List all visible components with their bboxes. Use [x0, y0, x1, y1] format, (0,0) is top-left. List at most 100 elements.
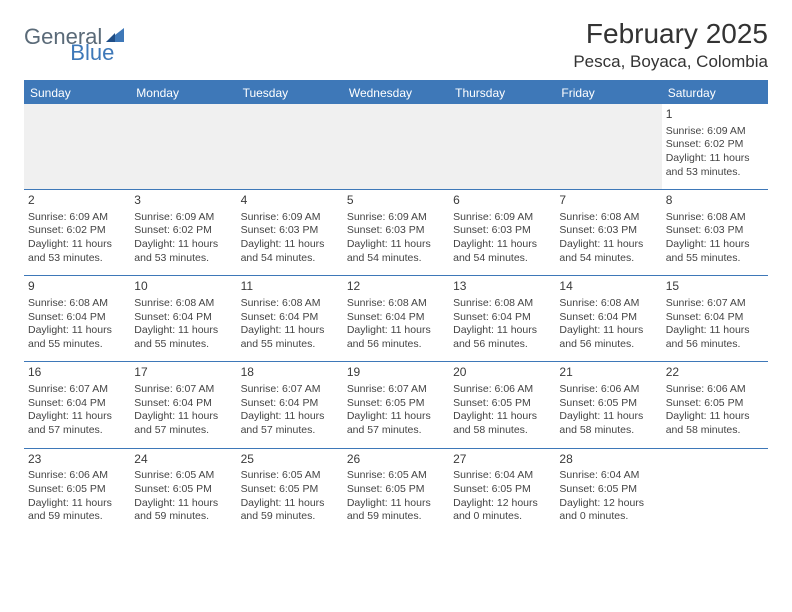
location: Pesca, Boyaca, Colombia — [573, 52, 768, 72]
daylight-line: Daylight: 11 hours and 54 minutes. — [241, 238, 339, 265]
calendar-day: 28Sunrise: 6:04 AMSunset: 6:05 PMDayligh… — [555, 448, 661, 534]
sunrise-line: Sunrise: 6:05 AM — [347, 469, 445, 483]
sunset-line: Sunset: 6:05 PM — [347, 397, 445, 411]
sunrise-line: Sunrise: 6:08 AM — [28, 297, 126, 311]
sunrise-line: Sunrise: 6:08 AM — [559, 297, 657, 311]
calendar-day: 25Sunrise: 6:05 AMSunset: 6:05 PMDayligh… — [237, 448, 343, 534]
calendar-day: 10Sunrise: 6:08 AMSunset: 6:04 PMDayligh… — [130, 276, 236, 362]
sunset-line: Sunset: 6:05 PM — [559, 397, 657, 411]
calendar-day: 16Sunrise: 6:07 AMSunset: 6:04 PMDayligh… — [24, 362, 130, 448]
sunset-line: Sunset: 6:03 PM — [347, 224, 445, 238]
sunrise-line: Sunrise: 6:08 AM — [559, 211, 657, 225]
day-number: 27 — [453, 452, 551, 468]
calendar-day: 17Sunrise: 6:07 AMSunset: 6:04 PMDayligh… — [130, 362, 236, 448]
calendar-day: 27Sunrise: 6:04 AMSunset: 6:05 PMDayligh… — [449, 448, 555, 534]
sunset-line: Sunset: 6:02 PM — [28, 224, 126, 238]
day-number: 7 — [559, 193, 657, 209]
sunset-line: Sunset: 6:05 PM — [347, 483, 445, 497]
daylight-line: Daylight: 11 hours and 56 minutes. — [666, 324, 764, 351]
daylight-line: Daylight: 11 hours and 58 minutes. — [453, 410, 551, 437]
calendar-day: 22Sunrise: 6:06 AMSunset: 6:05 PMDayligh… — [662, 362, 768, 448]
day-number: 1 — [666, 107, 764, 123]
sunset-line: Sunset: 6:05 PM — [134, 483, 232, 497]
calendar-day: 15 Sunrise: 6:07 AMSunset: 6:04 PMDayligh… — [662, 276, 768, 362]
sunrise-line: Sunrise: 6:08 AM — [453, 297, 551, 311]
calendar-day: 2Sunrise: 6:09 AMSunset: 6:02 PMDaylight… — [24, 190, 130, 276]
day-number: 25 — [241, 452, 339, 468]
sunset-line: Sunset: 6:04 PM — [134, 311, 232, 325]
day-number: 23 — [28, 452, 126, 468]
calendar-day: 1 Sunrise: 6:09 AMSunset: 6:02 PMDaylight… — [662, 104, 768, 190]
day-number: 8 — [666, 193, 764, 209]
sunset-line: Sunset: 6:04 PM — [28, 397, 126, 411]
daylight-line: Daylight: 11 hours and 56 minutes. — [453, 324, 551, 351]
daylight-line: Daylight: 11 hours and 53 minutes. — [134, 238, 232, 265]
daylight-line: Daylight: 11 hours and 53 minutes. — [666, 152, 764, 179]
daylight-line: Daylight: 11 hours and 59 minutes. — [347, 497, 445, 524]
sunrise-line: Sunrise: 6:07 AM — [347, 383, 445, 397]
day-number: 22 — [666, 365, 764, 381]
sunrise-line: Sunrise: 6:05 AM — [134, 469, 232, 483]
sunset-line: Sunset: 6:04 PM — [666, 311, 764, 325]
daylight-line: Daylight: 11 hours and 53 minutes. — [28, 238, 126, 265]
header: General Blue February 2025 Pesca, Boyaca… — [24, 18, 768, 72]
day-number: 6 — [453, 193, 551, 209]
day-number: 21 — [559, 365, 657, 381]
sunrise-line: Sunrise: 6:09 AM — [666, 125, 764, 139]
daylight-line: Daylight: 11 hours and 55 minutes. — [666, 238, 764, 265]
day-number: 13 — [453, 279, 551, 295]
sunset-line: Sunset: 6:05 PM — [453, 397, 551, 411]
sunrise-line: Sunrise: 6:07 AM — [241, 383, 339, 397]
sunset-line: Sunset: 6:03 PM — [559, 224, 657, 238]
sunrise-line: Sunrise: 6:09 AM — [241, 211, 339, 225]
sunset-line: Sunset: 6:04 PM — [347, 311, 445, 325]
sunrise-line: Sunrise: 6:06 AM — [559, 383, 657, 397]
weekday-header: Saturday — [662, 81, 768, 104]
sunrise-line: Sunrise: 6:07 AM — [666, 297, 764, 311]
weekday-header: Thursday — [449, 81, 555, 104]
sunrise-line: Sunrise: 6:05 AM — [241, 469, 339, 483]
sunset-line: Sunset: 6:04 PM — [559, 311, 657, 325]
calendar-day: 13 Sunrise: 6:08 AMSunset: 6:04 PMDayligh… — [449, 276, 555, 362]
calendar-day: 19Sunrise: 6:07 AMSunset: 6:05 PMDayligh… — [343, 362, 449, 448]
calendar-day: 7Sunrise: 6:08 AMSunset: 6:03 PMDaylight… — [555, 190, 661, 276]
day-number: 3 — [134, 193, 232, 209]
sunrise-line: Sunrise: 6:08 AM — [134, 297, 232, 311]
daylight-line: Daylight: 11 hours and 59 minutes. — [134, 497, 232, 524]
calendar-empty — [555, 104, 661, 190]
logo: General Blue — [24, 18, 172, 50]
calendar-day: 3Sunrise: 6:09 AMSunset: 6:02 PMDaylight… — [130, 190, 236, 276]
sunset-line: Sunset: 6:05 PM — [453, 483, 551, 497]
weekday-header: Tuesday — [237, 81, 343, 104]
sunrise-line: Sunrise: 6:07 AM — [28, 383, 126, 397]
calendar-day: 21Sunrise: 6:06 AMSunset: 6:05 PMDayligh… — [555, 362, 661, 448]
sunrise-line: Sunrise: 6:06 AM — [666, 383, 764, 397]
sunrise-line: Sunrise: 6:06 AM — [453, 383, 551, 397]
calendar-empty — [343, 104, 449, 190]
daylight-line: Daylight: 11 hours and 54 minutes. — [453, 238, 551, 265]
day-number: 17 — [134, 365, 232, 381]
sunset-line: Sunset: 6:02 PM — [666, 138, 764, 152]
logo-text-blue: Blue — [70, 40, 114, 65]
calendar-week: 16Sunrise: 6:07 AMSunset: 6:04 PMDayligh… — [24, 362, 768, 448]
calendar-week: 23Sunrise: 6:06 AMSunset: 6:05 PMDayligh… — [24, 448, 768, 534]
weekday-header: Sunday — [24, 81, 130, 104]
day-number: 19 — [347, 365, 445, 381]
calendar-day: 9Sunrise: 6:08 AMSunset: 6:04 PMDaylight… — [24, 276, 130, 362]
sunset-line: Sunset: 6:05 PM — [559, 483, 657, 497]
sunset-line: Sunset: 6:05 PM — [28, 483, 126, 497]
daylight-line: Daylight: 11 hours and 55 minutes. — [28, 324, 126, 351]
sunset-line: Sunset: 6:04 PM — [453, 311, 551, 325]
day-number: 15 — [666, 279, 764, 295]
daylight-line: Daylight: 12 hours and 0 minutes. — [453, 497, 551, 524]
calendar-empty — [24, 104, 130, 190]
daylight-line: Daylight: 12 hours and 0 minutes. — [559, 497, 657, 524]
calendar-day: 18Sunrise: 6:07 AMSunset: 6:04 PMDayligh… — [237, 362, 343, 448]
sunset-line: Sunset: 6:04 PM — [28, 311, 126, 325]
daylight-line: Daylight: 11 hours and 55 minutes. — [134, 324, 232, 351]
calendar-body: 1Sunrise: 6:09 AMSunset: 6:02 PMDaylight… — [24, 104, 768, 534]
day-number: 24 — [134, 452, 232, 468]
sunrise-line: Sunrise: 6:04 AM — [559, 469, 657, 483]
sunrise-line: Sunrise: 6:07 AM — [134, 383, 232, 397]
sunrise-line: Sunrise: 6:08 AM — [347, 297, 445, 311]
